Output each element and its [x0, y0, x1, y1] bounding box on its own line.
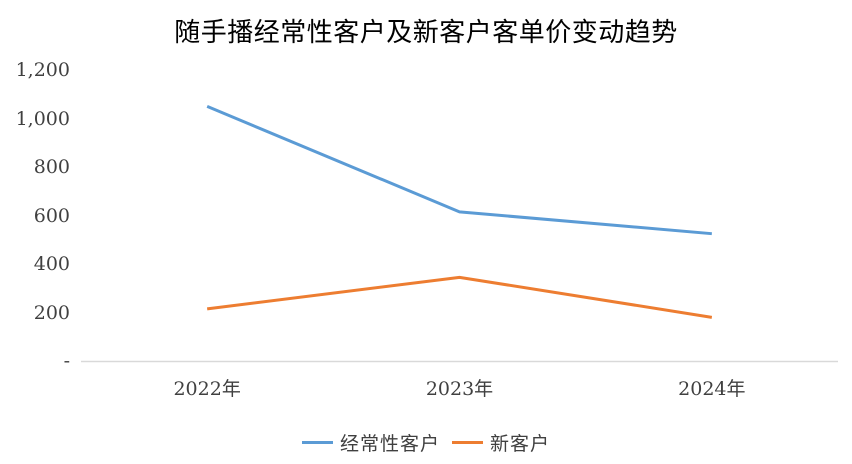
y-tick-label: 200: [33, 301, 70, 324]
legend: 经常性客户 新客户: [0, 429, 852, 456]
y-tick-label: 1,200: [15, 59, 70, 81]
y-tick-label: 800: [33, 156, 70, 178]
legend-item-1: 新客户: [452, 429, 550, 456]
y-tick-label: 400: [33, 253, 70, 275]
series-line-0: [206, 104, 712, 236]
y-tick-label: -: [63, 350, 70, 372]
legend-line-swatch: [301, 441, 333, 444]
legend-label: 新客户: [490, 433, 551, 455]
x-tick-label: 2023年: [425, 378, 494, 400]
legend-item-0: 经常性客户: [301, 429, 440, 456]
x-tick-label: 2024年: [678, 378, 746, 400]
legend-line-swatch: [452, 441, 483, 444]
x-tick-label: 2022年: [173, 378, 241, 400]
series-line-1: [206, 275, 713, 319]
chart-title: 随手播经常性客户及新客户客单价变动趋势: [174, 18, 678, 48]
y-tick-label: 1,000: [15, 107, 70, 130]
y-tick-label: 600: [33, 204, 70, 227]
legend-label: 经常性客户: [339, 433, 440, 455]
